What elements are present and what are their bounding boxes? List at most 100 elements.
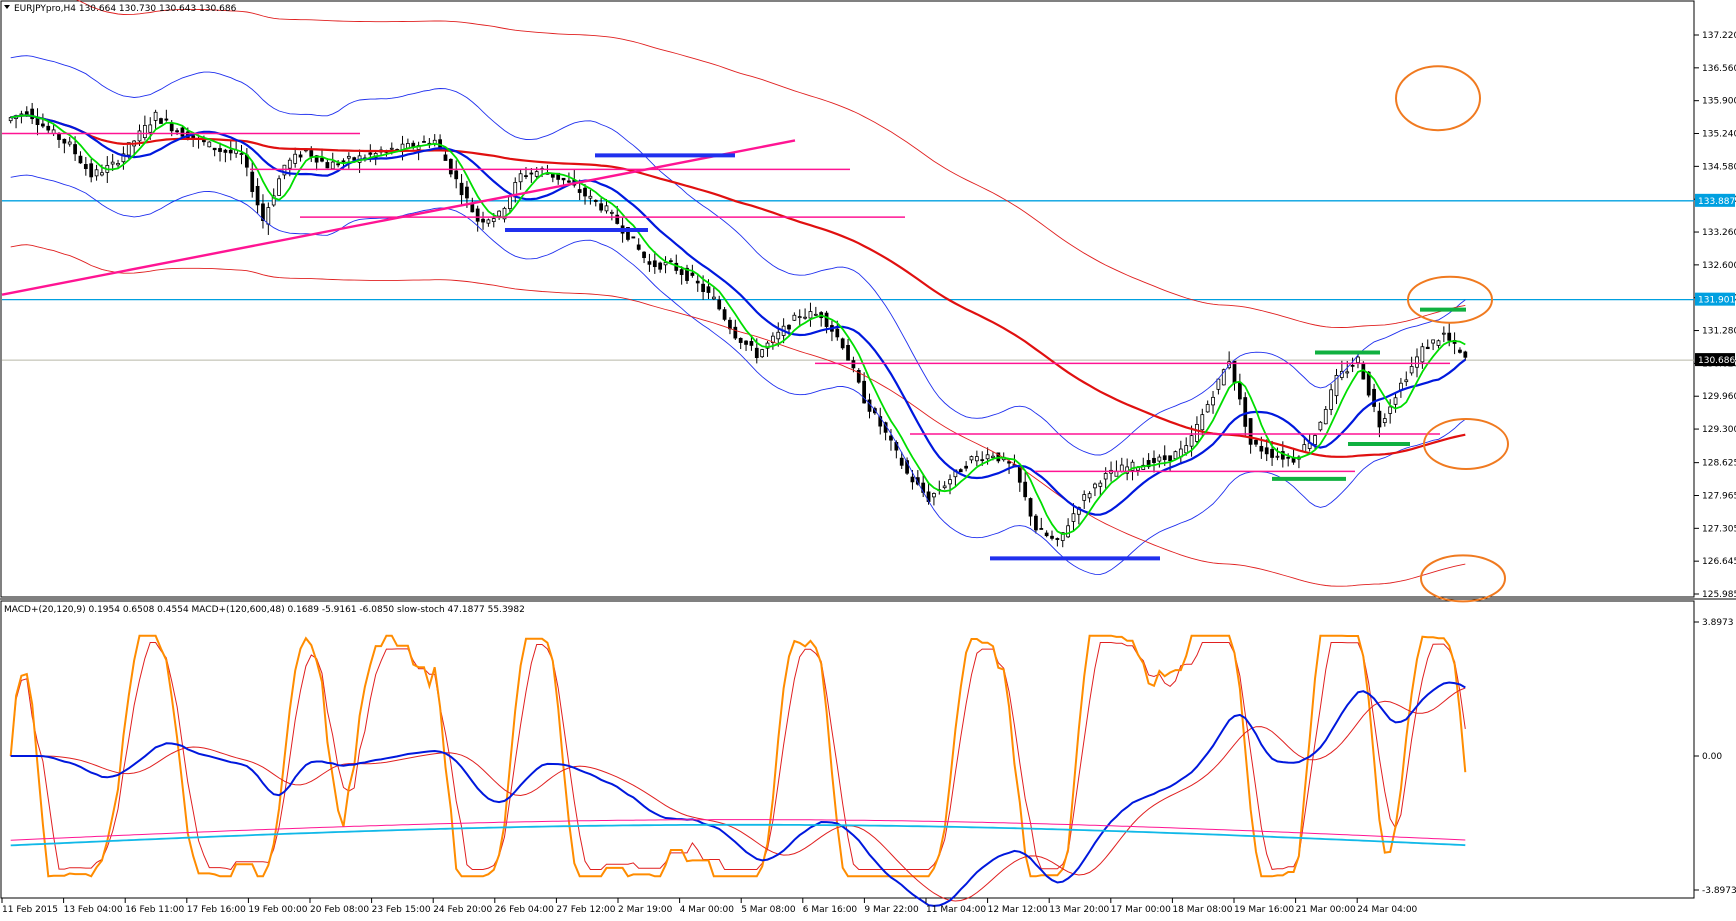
candle-body: [1280, 451, 1285, 460]
candle-body: [1103, 473, 1108, 480]
time-tick-label: 23 Feb 15:00: [372, 905, 431, 915]
candle-body: [293, 153, 298, 164]
candle-body: [142, 125, 147, 139]
main-chart-header: EURJPYpro,H4 130.664 130.730 130.643 130…: [14, 4, 237, 14]
candle-body: [277, 178, 281, 196]
candle-body: [475, 208, 480, 222]
candle-body: [228, 149, 233, 154]
candle-body: [1087, 493, 1092, 499]
candle-body: [497, 210, 502, 217]
current-price-box: [1695, 353, 1735, 367]
indicator-header: MACD+(20,120,9) 0.1954 0.6508 0.4554 MAC…: [4, 605, 525, 615]
candle-body: [1232, 360, 1237, 384]
trendline-segment[interactable]: [1, 139, 796, 296]
candle-body: [250, 171, 255, 192]
dropdown-triangle-icon[interactable]: [4, 5, 10, 9]
candle-body: [1264, 447, 1269, 455]
candle-body: [352, 157, 357, 161]
candle-body: [169, 122, 174, 132]
candle-body: [631, 236, 636, 239]
candle-body: [46, 125, 51, 131]
time-tick-label: 2 Mar 19:00: [618, 905, 673, 915]
time-tick-label: 9 Mar 22:00: [864, 905, 919, 915]
indicator-tick-label: 3.8973: [1702, 618, 1734, 628]
candle-body: [1259, 445, 1264, 452]
candle-body: [1415, 356, 1419, 368]
candle-body: [89, 163, 94, 178]
candle-body: [422, 140, 426, 143]
candle-body: [287, 159, 292, 169]
candle-body: [969, 456, 974, 461]
candle-body: [1420, 346, 1425, 363]
annotation-circle[interactable]: [1407, 275, 1493, 324]
candle-body: [1082, 494, 1087, 501]
candle-body: [862, 380, 867, 404]
candle-body: [35, 118, 40, 126]
candle-body: [218, 148, 222, 152]
candle-body: [153, 111, 158, 121]
price-tick-label: 126.645: [1702, 557, 1736, 567]
candle-body: [62, 138, 67, 144]
candle-body: [1034, 515, 1038, 531]
candle-body: [856, 370, 861, 383]
candle-body: [481, 218, 485, 223]
candle-body: [1463, 351, 1468, 358]
candle-body: [346, 155, 351, 159]
candle-body: [465, 186, 469, 199]
candle-body: [24, 111, 29, 115]
annotation-circle[interactable]: [1420, 554, 1506, 603]
candle-body: [1382, 418, 1387, 424]
candle-body: [905, 460, 909, 474]
time-tick-label: 20 Feb 08:00: [310, 905, 369, 915]
candle-body: [1447, 332, 1452, 341]
candle-body: [1200, 414, 1205, 431]
candle-body: [486, 219, 491, 224]
time-tick-label: 19 Feb 00:00: [248, 905, 307, 915]
candle-body: [1323, 409, 1328, 425]
moving-average-green: [10, 114, 1466, 536]
candle-body: [1372, 388, 1376, 407]
candle-body: [94, 169, 99, 177]
candle-body: [792, 314, 797, 321]
candle-body: [899, 457, 904, 466]
time-tick-label: 17 Mar 00:00: [1111, 905, 1171, 915]
candle-body: [1093, 483, 1097, 489]
candle-body: [695, 280, 700, 284]
bollinger-upper-band: [10, 55, 1466, 456]
candle-body: [470, 204, 475, 213]
candle-body: [1270, 448, 1274, 458]
candle-body: [588, 195, 593, 199]
candle-body: [330, 161, 335, 170]
candle-body: [615, 214, 620, 224]
candle-body: [985, 454, 990, 460]
time-tick-label: 4 Mar 00:00: [680, 905, 735, 915]
candle-body: [341, 160, 346, 163]
candle-body: [100, 172, 104, 176]
candle-body: [1211, 396, 1215, 406]
price-tick-label: 131.280: [1702, 327, 1736, 337]
candle-body: [846, 344, 850, 361]
candle-body: [583, 187, 587, 197]
candle-body: [1388, 406, 1393, 414]
candle-body: [1329, 389, 1334, 410]
candle-body: [116, 163, 120, 166]
candle-body: [771, 335, 775, 343]
candle-body: [652, 260, 657, 268]
candle-body: [1237, 382, 1242, 400]
candle-body: [851, 360, 856, 369]
candle-body: [728, 319, 732, 330]
candle-body: [1039, 528, 1044, 530]
candle-body: [1318, 421, 1323, 431]
indicator-panel-frame: [0, 600, 1695, 899]
annotation-circle[interactable]: [1395, 65, 1481, 132]
time-tick-label: 11 Feb 2015: [2, 905, 58, 915]
time-tick-label: 26 Feb 04:00: [495, 905, 554, 915]
candle-body: [776, 331, 781, 340]
level-price-box: [1695, 292, 1735, 306]
annotation-circle[interactable]: [1423, 417, 1509, 470]
candle-body: [1060, 532, 1065, 541]
candle-body: [1409, 366, 1414, 374]
candle-body: [679, 269, 684, 275]
